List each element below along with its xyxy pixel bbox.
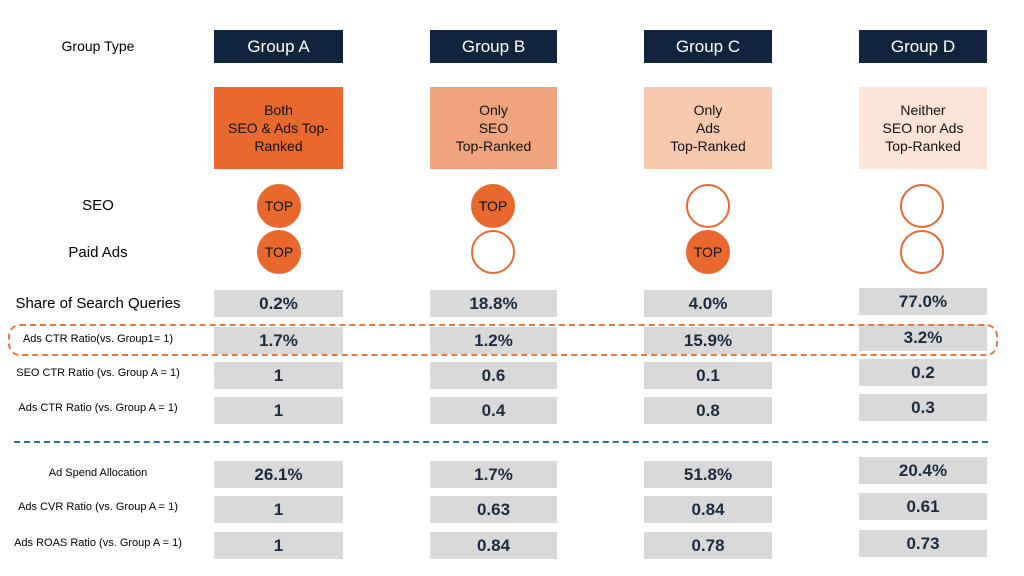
- cell-ads-ctr-group-b: 0.4: [430, 397, 557, 424]
- cell-ad-spend-group-b: 1.7%: [430, 461, 557, 488]
- ads-indicator-group-d: [900, 230, 944, 274]
- ads-indicator-group-c: TOP: [686, 230, 730, 274]
- highlight-box: [8, 324, 998, 356]
- row-label-seo: SEO: [82, 197, 114, 214]
- seo-indicator-group-a: TOP: [257, 184, 301, 228]
- cell-ads-cvr-group-c: 0.84: [644, 496, 772, 523]
- seo-indicator-group-b: TOP: [471, 184, 515, 228]
- cell-ads-ctr-group1-a: 1.7%: [214, 327, 343, 354]
- cell-share-group-a: 0.2%: [214, 290, 343, 317]
- row-label-paid-ads: Paid Ads: [68, 244, 128, 261]
- cell-ad-spend-group-c: 51.8%: [644, 461, 772, 488]
- cell-ads-cvr-group-b: 0.63: [430, 496, 557, 523]
- cell-ads-cvr-group-d: 0.61: [859, 493, 987, 520]
- cell-ads-roas-group-d: 0.73: [859, 530, 987, 557]
- group-c-description: Only Ads Top-Ranked: [644, 87, 772, 169]
- row-label-share: Share of Search Queries: [15, 295, 181, 312]
- group-c-header: Group C: [644, 30, 772, 63]
- row-label-seo-ctr: SEO CTR Ratio (vs. Group A = 1): [16, 367, 180, 379]
- ads-indicator-group-a: TOP: [257, 230, 301, 274]
- cell-ads-ctr-group1-d: 3.2%: [859, 324, 987, 351]
- group-d-description: Neither SEO nor Ads Top-Ranked: [859, 87, 987, 169]
- row-label-ad-spend: Ad Spend Allocation: [48, 467, 148, 479]
- cell-ads-cvr-group-a: 1: [214, 496, 343, 523]
- cell-ad-spend-group-a: 26.1%: [214, 461, 343, 488]
- cell-ads-ctr-group-a: 1: [214, 397, 343, 424]
- cell-share-group-c: 4.0%: [644, 290, 772, 317]
- row-label-group-type: Group Type: [61, 38, 135, 54]
- seo-indicator-group-c: [686, 184, 730, 228]
- group-a-header: Group A: [214, 30, 343, 63]
- cell-ads-roas-group-a: 1: [214, 532, 343, 559]
- cell-share-group-b: 18.8%: [430, 290, 557, 317]
- cell-ads-ctr-group-d: 0.3: [859, 394, 987, 421]
- cell-seo-ctr-group-a: 1: [214, 362, 343, 389]
- row-label-ads-ctr-group1: Ads CTR Ratio(vs. Group1= 1): [22, 333, 174, 345]
- cell-seo-ctr-group-c: 0.1: [644, 362, 772, 389]
- group-b-header: Group B: [430, 30, 557, 63]
- section-divider: [14, 441, 988, 443]
- cell-ads-ctr-group1-c: 15.9%: [644, 327, 772, 354]
- group-a-description: Both SEO & Ads Top- Ranked: [214, 87, 343, 169]
- row-label-ads-ctr: Ads CTR Ratio (vs. Group A = 1): [18, 402, 178, 414]
- cell-seo-ctr-group-d: 0.2: [859, 359, 987, 386]
- row-label-ads-roas: Ads ROAS Ratio (vs. Group A = 1): [14, 537, 182, 549]
- cell-share-group-d: 77.0%: [859, 288, 987, 315]
- cell-ads-ctr-group1-b: 1.2%: [430, 327, 557, 354]
- group-d-header: Group D: [859, 30, 987, 63]
- ads-indicator-group-b: [471, 230, 515, 274]
- seo-indicator-group-d: [900, 184, 944, 228]
- cell-ads-ctr-group-c: 0.8: [644, 397, 772, 424]
- group-b-description: Only SEO Top-Ranked: [430, 87, 557, 169]
- row-label-ads-cvr: Ads CVR Ratio (vs. Group A = 1): [18, 501, 178, 513]
- cell-ads-roas-group-b: 0.84: [430, 532, 557, 559]
- cell-ad-spend-group-d: 20.4%: [859, 457, 987, 484]
- cell-ads-roas-group-c: 0.78: [644, 532, 772, 559]
- cell-seo-ctr-group-b: 0.6: [430, 362, 557, 389]
